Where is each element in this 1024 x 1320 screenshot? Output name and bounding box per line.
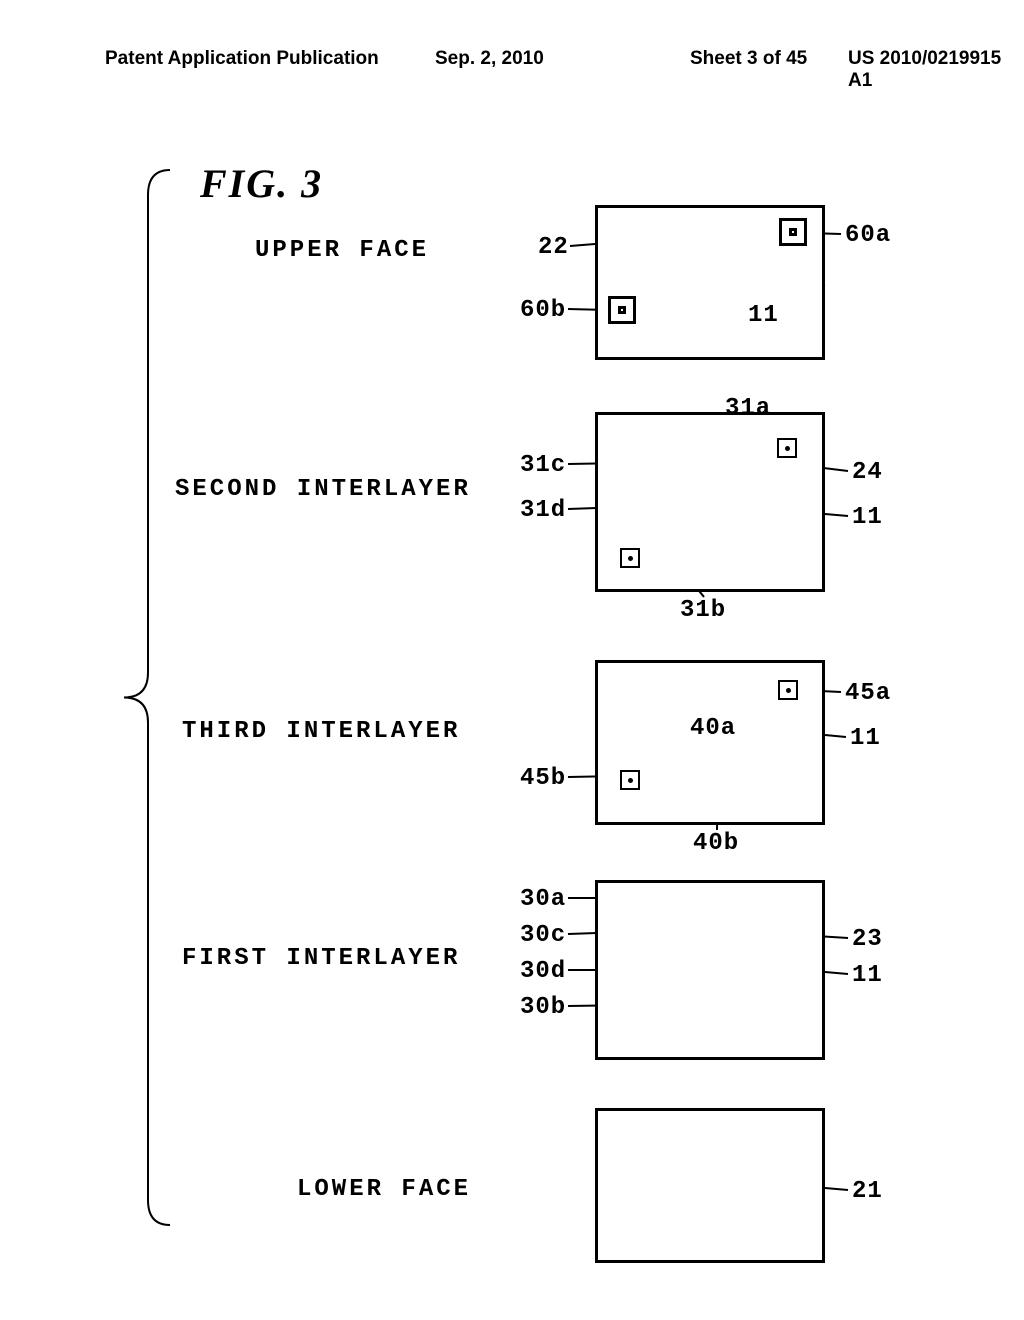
via-icon bbox=[777, 438, 797, 458]
layer-panel bbox=[595, 1108, 825, 1263]
reference-numeral: 45b bbox=[520, 765, 566, 792]
header-docnum: US 2010/0219915 A1 bbox=[848, 48, 1024, 92]
reference-numeral: 11 bbox=[852, 962, 883, 989]
reference-numeral: 31b bbox=[680, 597, 726, 624]
terminal-pad-icon bbox=[779, 218, 807, 246]
layer-label: THIRD INTERLAYER bbox=[182, 718, 460, 745]
header-date: Sep. 2, 2010 bbox=[435, 48, 544, 70]
via-icon bbox=[620, 548, 640, 568]
reference-numeral: 24 bbox=[852, 459, 883, 486]
layer-label: LOWER FACE bbox=[297, 1176, 471, 1203]
reference-numeral: 21 bbox=[852, 1178, 883, 1205]
reference-numeral: 40a bbox=[690, 715, 736, 742]
header-sheet: Sheet 3 of 45 bbox=[690, 48, 807, 70]
reference-numeral: 31c bbox=[520, 452, 566, 479]
reference-numeral: 60a bbox=[845, 222, 891, 249]
layer-panel bbox=[595, 880, 825, 1060]
via-icon bbox=[778, 680, 798, 700]
reference-numeral: 11 bbox=[850, 725, 881, 752]
reference-numeral: 31d bbox=[520, 497, 566, 524]
reference-numeral: 22 bbox=[538, 234, 569, 261]
reference-numeral: 11 bbox=[852, 504, 883, 531]
reference-numeral: 40b bbox=[693, 830, 739, 857]
reference-numeral: 31a bbox=[725, 395, 771, 422]
layer-label: FIRST INTERLAYER bbox=[182, 945, 460, 972]
reference-numeral: 30a bbox=[520, 886, 566, 913]
terminal-pad-icon bbox=[608, 296, 636, 324]
reference-numeral: 23 bbox=[852, 926, 883, 953]
reference-numeral: 30c bbox=[520, 922, 566, 949]
reference-numeral: 11 bbox=[748, 302, 779, 329]
reference-numeral: 30b bbox=[520, 994, 566, 1021]
layer-label: SECOND INTERLAYER bbox=[175, 476, 471, 503]
lead-lines bbox=[0, 0, 1024, 1320]
reference-numeral: 45a bbox=[845, 680, 891, 707]
via-icon bbox=[620, 770, 640, 790]
figure-title: FIG. 3 bbox=[200, 160, 323, 207]
reference-numeral: 30d bbox=[520, 958, 566, 985]
reference-numeral: 60b bbox=[520, 297, 566, 324]
layer-label: UPPER FACE bbox=[255, 237, 429, 264]
header-left: Patent Application Publication bbox=[105, 48, 379, 70]
